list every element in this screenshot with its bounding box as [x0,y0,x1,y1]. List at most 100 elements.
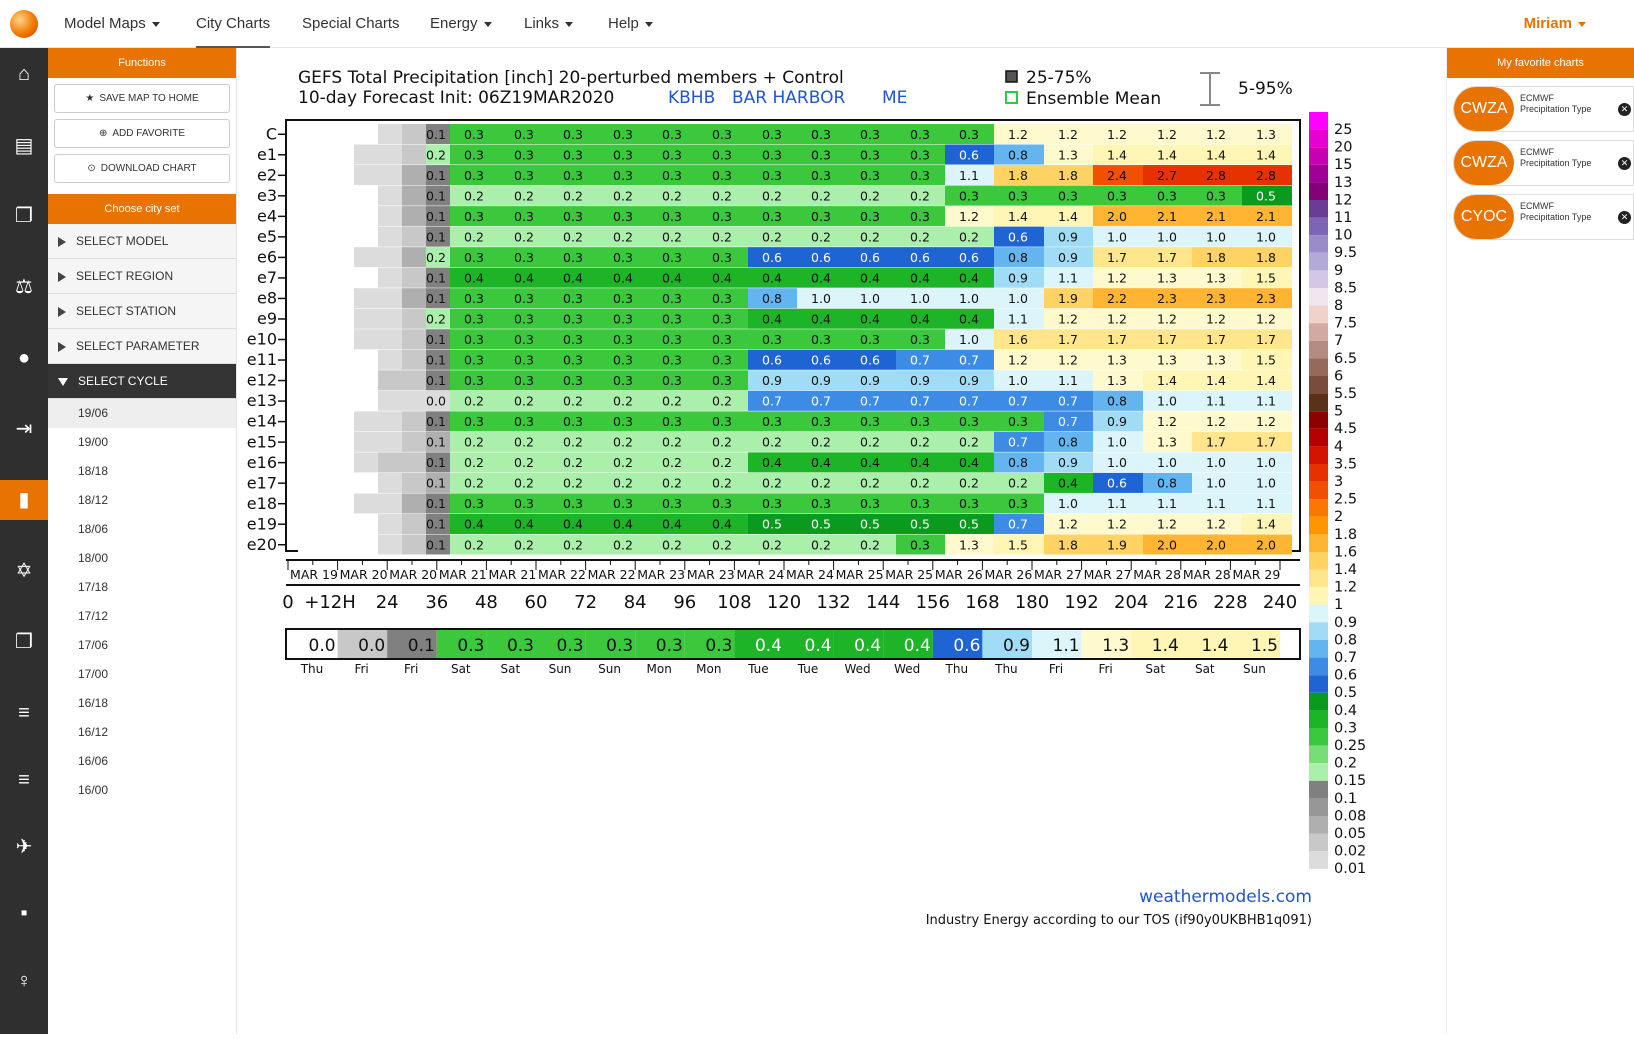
heatmap-cell-label: 0.3 [910,537,930,552]
heatmap-cell-label: 1.4 [1157,147,1177,162]
scale-swatch [1309,569,1328,588]
mean-bar-cell [337,630,388,658]
document-icon[interactable]: ▤ [14,135,34,157]
heatmap-cell [1044,226,1093,247]
scale-icon[interactable]: ⚖ [15,276,33,298]
scale-label: 0.8 [1334,632,1357,648]
heatmap-cell-label: 0.1 [426,127,446,142]
home-icon[interactable]: ⌂ [17,63,31,85]
add-favorite-button[interactable]: ⊕ ADD FAVORITE [54,119,230,148]
cycle-item[interactable]: 16/00 [78,783,109,797]
cycle-item[interactable]: 16/18 [78,696,109,710]
heatmap-cell-label: 0.3 [563,496,583,511]
book-icon[interactable]: ▪ [20,902,28,924]
cycle-item[interactable]: 18/18 [78,464,109,478]
heatmap-cell [896,165,945,186]
scale-swatch [1309,358,1328,376]
favorite-chart-item[interactable]: CWZA ECMWF Precipitation Type ✕ [1453,140,1634,186]
export-icon[interactable]: ⇥ [15,418,33,440]
city-set-header[interactable]: Choose city set [48,194,236,224]
list-icon[interactable]: ≡ [18,702,30,724]
list-icon[interactable]: ≡ [18,769,30,791]
heatmap-cell-label: 1.2 [1206,127,1226,142]
plane-icon[interactable]: ✈ [15,836,33,858]
selector-select-model[interactable]: SELECT MODEL [48,224,236,259]
close-icon[interactable]: ✕ [1618,211,1631,224]
cycle-item[interactable]: 17/06 [78,638,109,652]
selector-select-region[interactable]: SELECT REGION [48,259,236,294]
heatmap-cell [896,329,945,350]
heatmap-cell-label: 0.3 [762,168,782,183]
cycle-item[interactable]: 17/12 [78,609,109,623]
heatmap-cell [846,452,896,473]
cycle-item[interactable]: 18/12 [78,493,109,507]
heatmap-cell [994,288,1044,309]
logo-icon[interactable] [10,10,38,38]
cycle-item[interactable]: 17/18 [78,580,109,594]
day-label: Tue [797,662,819,676]
nav-item[interactable]: Energy [430,0,492,48]
heatmap-cell [450,534,500,555]
heatmap-cell-label: 0.8 [1107,394,1127,409]
heatmap-cell-label: 0.3 [464,291,484,306]
heatmap-cell-label: 1.7 [1058,332,1078,347]
heatmap-cell-label: 0.1 [426,229,446,244]
cycle-item[interactable]: 17/00 [78,667,109,681]
heatmap-cell [797,206,846,227]
selector-select-cycle[interactable]: SELECT CYCLE [48,364,236,399]
heatmap-cell [896,452,945,473]
cycle-item[interactable]: 19/00 [78,435,109,449]
star-icon[interactable]: ✡ [15,560,33,582]
nav-item[interactable]: City Charts [196,0,271,48]
close-icon[interactable]: ✕ [1618,157,1631,170]
heatmap-cell-label: 0.3 [1206,188,1226,203]
favorite-chart-item[interactable]: CYOC ECMWF Precipitation Type ✕ [1453,194,1634,240]
cycle-item[interactable]: 18/00 [78,551,109,565]
heatmap-cell [748,144,797,165]
heatmap-cell [402,124,426,145]
cycle-item[interactable]: 19/06 [48,399,236,428]
selector-select-station[interactable]: SELECT STATION [48,294,236,329]
heatmap-cell [698,329,748,350]
documents-icon[interactable]: ❐ [15,631,33,653]
heatmap-cell-label: 0.5 [959,517,979,532]
globe-icon[interactable]: ● [17,347,31,369]
nav-item[interactable]: Model Maps [64,0,160,48]
scale-swatch [1309,710,1328,728]
cycle-item[interactable]: 16/12 [78,725,109,739]
documents-icon[interactable]: ❐ [15,205,33,227]
heatmap-cell [402,431,426,452]
favorite-chart-item[interactable]: CWZA ECMWF Precipitation Type ✕ [1453,86,1634,132]
heatmap-cell-label: 0.3 [514,353,534,368]
cycle-item[interactable]: 18/06 [78,522,109,536]
heatmap-cell [846,185,896,206]
heatmap-cell-label: 0.9 [1107,414,1127,429]
selector-select-parameter[interactable]: SELECT PARAMETER [48,329,236,364]
favorite-model: ECMWF [1520,93,1554,103]
heatmap-cell [1242,472,1292,493]
heatmap-cell [994,308,1044,329]
bar-chart-icon[interactable]: ▮ [0,480,48,520]
heatmap-cell-label: 0.2 [959,476,979,491]
close-icon[interactable]: ✕ [1618,103,1631,116]
heatmap-cell [426,411,450,432]
download-chart-button[interactable]: ⊙ DOWNLOAD CHART [54,154,230,183]
heatmap-cell [896,493,945,514]
heatmap-cell-label: 0.7 [811,394,831,409]
heatmap-cell [378,267,402,288]
cycle-item[interactable]: 16/06 [78,754,109,768]
nav-item[interactable]: Special Charts [302,15,400,32]
heatmap-cell [994,185,1044,206]
heatmap-cell-label: 1.0 [811,291,831,306]
heatmap-cell-label: 0.2 [712,229,732,244]
lightbulb-icon[interactable]: ♀ [16,970,32,992]
heatmap-cell-label: 0.3 [514,168,534,183]
save-map-button[interactable]: ★ SAVE MAP TO HOME [54,84,230,113]
nav-item[interactable]: Help [608,0,653,48]
nav-item[interactable]: Links [524,0,574,48]
scale-label: 0.9 [1334,615,1357,631]
heatmap-cell [698,513,748,534]
heatmap-cell-label: 0.6 [910,250,930,265]
user-menu[interactable]: Miriam [1524,0,1586,48]
row-label: e3 [257,186,277,205]
